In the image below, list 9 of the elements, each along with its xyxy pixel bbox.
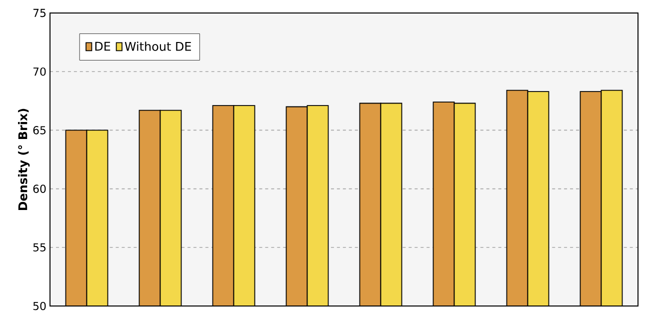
legend-label: Without DE [124, 42, 191, 51]
y-tick-label: 70 [33, 67, 46, 76]
legend-label: DE [95, 42, 110, 51]
y-tick-label: 50 [33, 302, 46, 310]
y-tick-label: 65 [33, 126, 46, 134]
y-tick-label: 55 [33, 243, 46, 252]
y-tick-label: 60 [33, 184, 46, 193]
y-tick-label: 75 [33, 8, 46, 18]
y-axis-title: Density (° Brix) [18, 108, 30, 210]
